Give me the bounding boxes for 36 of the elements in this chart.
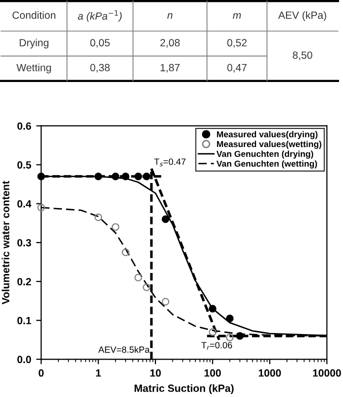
y-tick-label: 0.6 — [17, 122, 32, 130]
annotation: AEV=8.5kPa — [98, 346, 150, 353]
x-tick-label: 0 — [38, 369, 44, 377]
y-tick-label: 0.4 — [17, 200, 32, 208]
y-tick-label: 0.5 — [17, 161, 32, 169]
x-tick-label: 1 — [96, 369, 101, 377]
y-tick-label: 0.1 — [17, 316, 32, 324]
legend-label: Van Genuchten (wetting) — [216, 160, 317, 168]
text: 2,08 — [160, 39, 180, 48]
text: Wetting — [16, 64, 51, 74]
legend-label: Van Genuchten (drying) — [216, 150, 314, 159]
text: 8,50 — [292, 51, 312, 60]
text: Drying — [20, 38, 48, 48]
text: 0,52 — [227, 39, 247, 48]
text: a (kPa$^{−1}$) — [78, 10, 122, 22]
text: 0,38 — [90, 64, 110, 73]
legend-label: Measured values(wetting) — [217, 140, 322, 149]
text: 0,05 — [90, 39, 110, 48]
text: 1,87 — [160, 64, 180, 73]
text: AEV (kPa) — [278, 11, 326, 21]
text: Condition — [12, 11, 56, 19]
x-tick-label: 1000 — [258, 369, 281, 377]
y-tick-label: 0.2 — [17, 278, 32, 286]
annotation: T$_{s}$=0.47 — [154, 158, 186, 166]
x-axis-title: Matric Suction (kPa) — [134, 384, 234, 394]
annotation: T$_{r}$=0.06 — [201, 342, 232, 350]
y-axis-title: Volumetric water content — [2, 180, 10, 304]
y-tick-label: 0.3 — [17, 239, 32, 246]
text: m — [232, 13, 241, 19]
x-tick-label: 10000 — [313, 369, 341, 377]
text: n — [167, 13, 172, 19]
x-tick-label: 100 — [204, 369, 221, 377]
legend-label: Measured values(drying) — [217, 131, 318, 140]
text: 0,47 — [227, 64, 247, 73]
x-tick-label: 10 — [150, 369, 161, 377]
y-tick-label: 0.0 — [17, 356, 32, 364]
